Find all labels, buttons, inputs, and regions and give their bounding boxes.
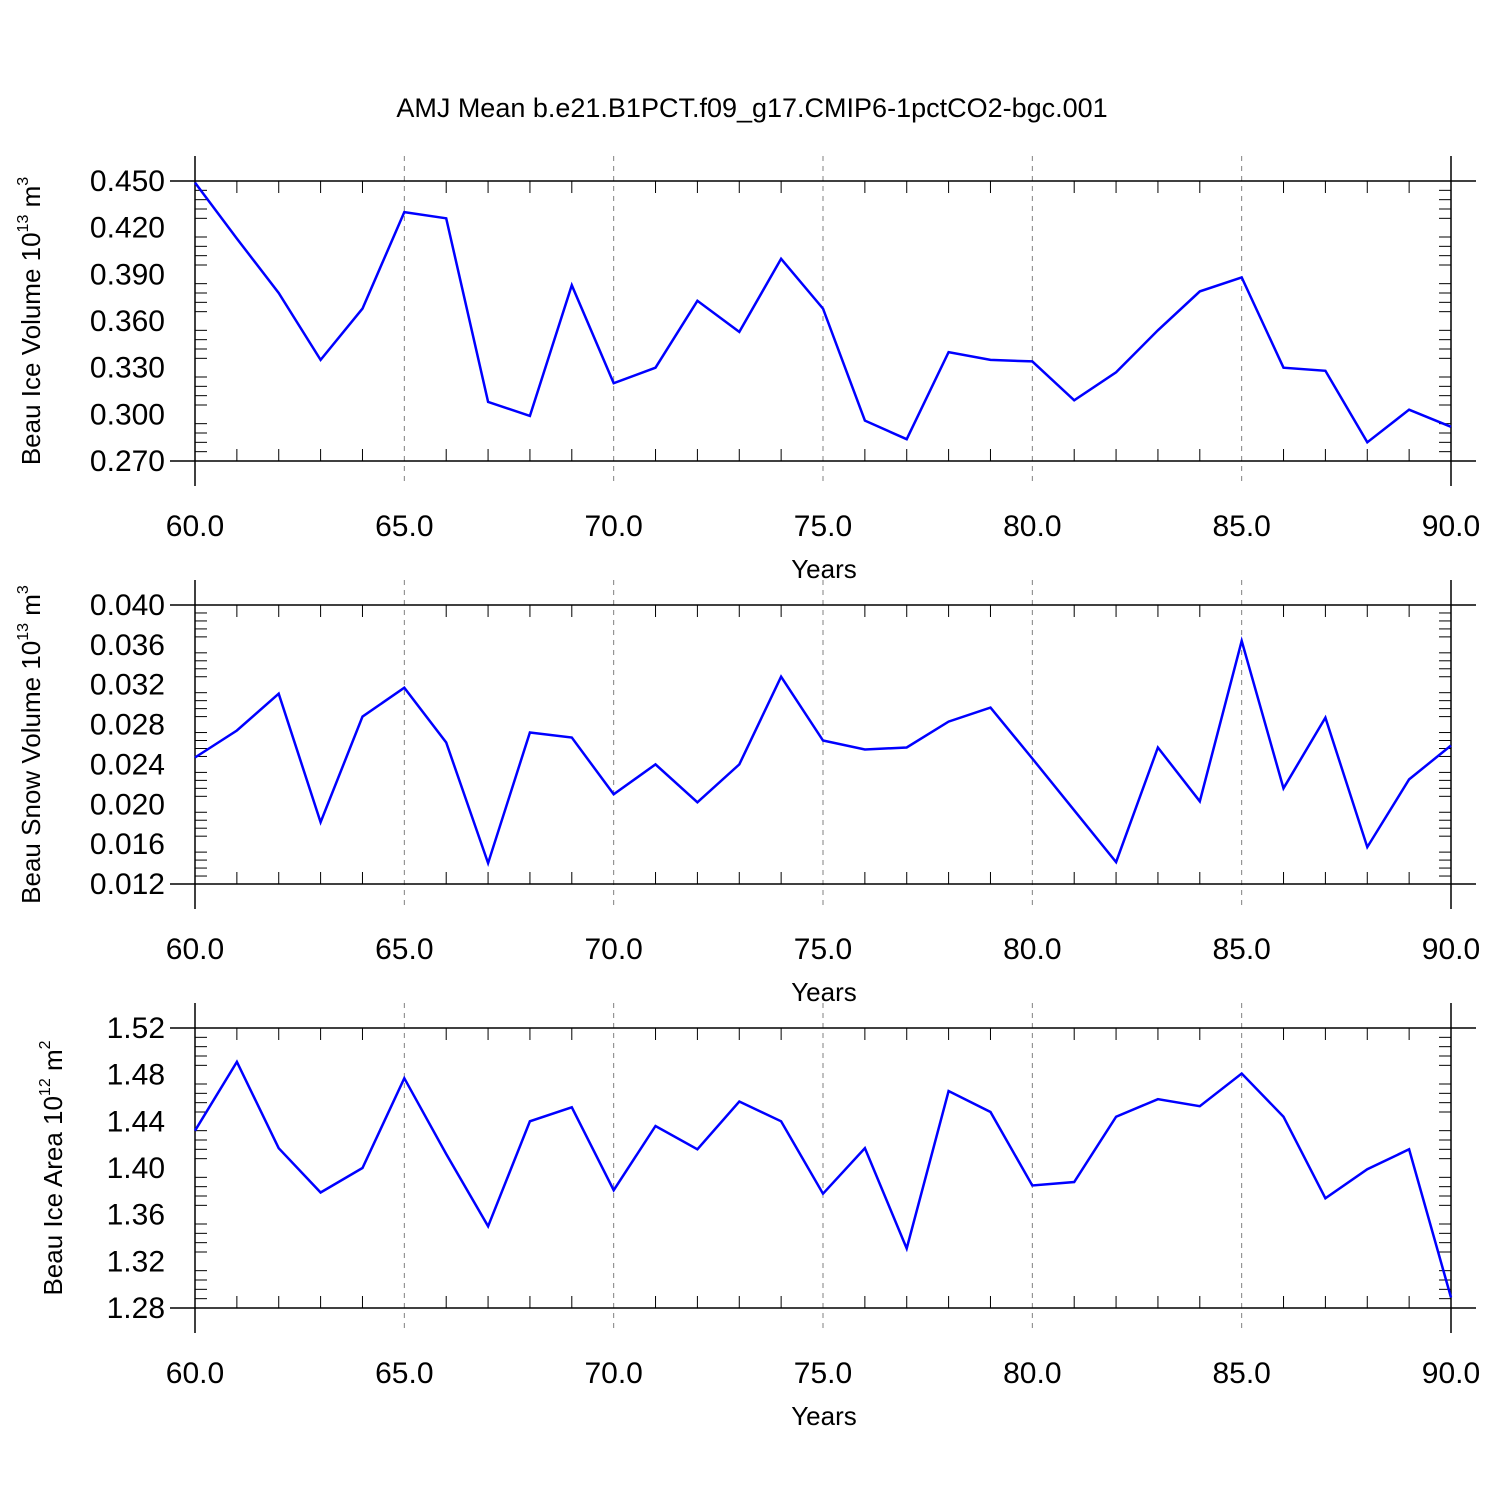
y-axis-title-unit: m [16,594,46,623]
x-tick-label: 90.0 [1422,510,1480,543]
y-tick-label: 0.360 [90,305,165,338]
x-tick-label: 65.0 [375,933,433,966]
y-axis-title-base: Beau Snow Volume 10 [16,641,46,904]
y-axis-title-unit: m [16,186,46,215]
y-tick-label: 0.036 [90,629,165,662]
panel-2: 60.0 65.0 70.0 75.0 80.0 85.0 90.0 0.012 0.016 0.… [15,580,1480,1007]
y-tick-label: 0.012 [90,868,165,901]
y-axis-title-base: Beau Ice Volume 10 [16,232,46,465]
x-tick-label: 85.0 [1212,510,1270,543]
y-tick-label: 1.36 [107,1199,165,1232]
y-tick-label: 0.450 [90,165,165,198]
y-axis-title: Beau Ice Area 1012 m2 [37,1040,68,1295]
y-tick-label: 1.48 [107,1059,165,1092]
x-tick-label: 65.0 [375,1357,433,1390]
x-tick-label: 75.0 [794,933,852,966]
y-axis-title-exp: 13 [15,623,32,641]
y-tick-label: 1.44 [107,1105,165,1138]
x-axis-title: Years [791,554,857,584]
panel-3: 60.0 65.0 70.0 75.0 80.0 85.0 90.0 1.28 1.32 1.36… [37,1003,1480,1431]
x-tick-label: 80.0 [1003,1357,1061,1390]
y-tick-label: 0.420 [90,212,165,245]
y-tick-label: 0.032 [90,669,165,702]
y-axis-title-base: Beau Ice Area 10 [38,1096,68,1295]
series-line [193,181,1452,445]
x-axis-title: Years [791,977,857,1007]
x-tick-label: 60.0 [166,933,224,966]
y-tick-label: 0.020 [90,788,165,821]
x-tick-label: 70.0 [584,933,642,966]
y-axis-title: Beau Ice Volume 1013 m3 [15,177,46,465]
panels: 60.0 65.0 70.0 75.0 80.0 85.0 90.0 0.270 0.300 0.… [15,156,1480,1431]
y-tick-label: 1.28 [107,1292,165,1325]
y-axis-title-unit-exp: 3 [15,177,32,186]
x-tick-label: 90.0 [1422,933,1480,966]
y-axis-title-unit: m [38,1049,68,1078]
x-tick-label: 75.0 [794,1357,852,1390]
x-tick-label: 80.0 [1003,510,1061,543]
y-tick-label: 1.40 [107,1152,165,1185]
x-tick-label: 60.0 [166,1357,224,1390]
x-tick-label: 90.0 [1422,1357,1480,1390]
y-axis-title-unit-exp: 3 [15,585,32,594]
y-tick-label: 0.040 [90,589,165,622]
x-tick-label: 70.0 [584,1357,642,1390]
x-tick-label: 65.0 [375,510,433,543]
y-tick-label: 0.016 [90,828,165,861]
chart-title: AMJ Mean b.e21.B1PCT.f09_g17.CMIP6-1pctC… [396,93,1107,123]
y-tick-label: 1.52 [107,1012,165,1045]
x-tick-label: 85.0 [1212,1357,1270,1390]
y-tick-label: 0.330 [90,352,165,385]
x-axis-title: Years [791,1401,857,1431]
y-axis-title-exp: 12 [37,1078,54,1096]
x-tick-label: 85.0 [1212,933,1270,966]
x-tick-label: 60.0 [166,510,224,543]
x-tick-label: 75.0 [794,510,852,543]
panel-1: 60.0 65.0 70.0 75.0 80.0 85.0 90.0 0.270 0.300 0.… [15,156,1480,584]
y-tick-label: 1.32 [107,1245,165,1278]
y-axis-title-unit-exp: 2 [37,1040,54,1049]
y-tick-label: 0.028 [90,709,165,742]
y-tick-label: 0.300 [90,398,165,431]
y-tick-label: 0.390 [90,258,165,291]
x-tick-label: 80.0 [1003,933,1061,966]
y-axis-title-exp: 13 [15,215,32,233]
y-tick-label: 0.024 [90,748,165,781]
y-axis-title: Beau Snow Volume 1013 m3 [15,585,46,904]
x-tick-label: 70.0 [584,510,642,543]
y-tick-label: 0.270 [90,445,165,478]
